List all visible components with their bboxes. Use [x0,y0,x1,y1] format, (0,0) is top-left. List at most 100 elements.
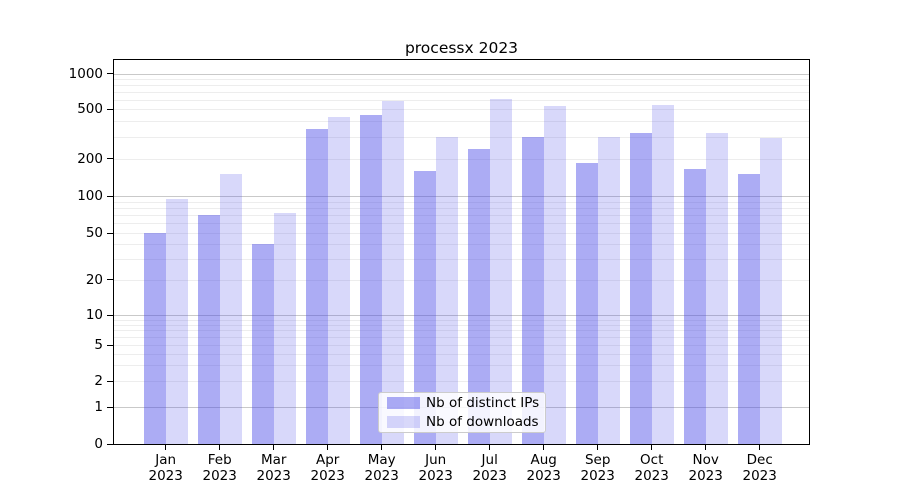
x-axis-tick [435,445,437,450]
y-axis-tick [107,406,113,408]
x-tick-year: 2023 [148,468,183,484]
x-tick-label: Mar 2023 [242,452,306,484]
y-axis-tick [107,73,113,75]
x-tick-label: Jun 2023 [404,452,468,484]
x-tick-year: 2023 [580,468,615,484]
minor-gridline [114,244,809,246]
bar-jun-distinct-ips [413,170,436,445]
minor-gridline [114,319,809,321]
bar-may-downloads [381,100,404,445]
major-gridline [114,315,809,316]
bar-feb-downloads [219,174,242,445]
x-tick-year: 2023 [202,468,237,484]
minor-gridline [114,279,809,281]
x-tick-label: Jul 2023 [458,452,522,484]
y-tick-label: 200 [77,150,103,167]
x-tick-month: Dec [746,452,773,468]
x-tick-year: 2023 [472,468,507,484]
y-tick-label: 1000 [68,65,103,82]
major-gridline [114,196,809,197]
minor-gridline [114,337,809,339]
bar-sep-downloads [597,136,620,445]
x-tick-month: Sep [584,452,611,468]
x-axis-tick [327,445,329,450]
x-axis-tick [381,445,383,450]
x-tick-year: 2023 [256,468,291,484]
x-tick-label: Aug 2023 [512,452,576,484]
x-tick-year: 2023 [418,468,453,484]
bar-oct-downloads [651,105,674,445]
x-tick-year: 2023 [634,468,669,484]
x-axis-tick [273,445,275,450]
y-tick-label: 5 [94,337,103,353]
x-tick-month: May [367,452,396,468]
y-axis-tick [107,314,113,316]
y-axis-tick [107,344,113,346]
x-axis-tick [651,445,653,450]
y-axis-tick [107,108,113,110]
x-tick-year: 2023 [364,468,399,484]
bar-may-distinct-ips [359,114,382,445]
bar-sep-distinct-ips [575,162,598,445]
minor-gridline [114,215,809,217]
y-axis-tick [107,158,113,160]
minor-gridline [114,207,809,209]
minor-gridline [114,345,809,346]
legend-swatch-downloads-icon [387,415,420,428]
minor-gridline [114,158,809,160]
x-tick-month: Nov [692,452,719,468]
minor-gridline [114,233,809,234]
chart-title: processx 2023 [404,39,519,57]
bar-aug-downloads [543,105,566,445]
legend-label-downloads: Nb of downloads [426,413,539,430]
minor-gridline [114,365,809,367]
y-axis-tick [107,279,113,281]
x-tick-label: Nov 2023 [674,452,738,484]
x-tick-month: Jun [425,452,447,468]
legend-swatch-distinct-ips-icon [387,397,420,410]
y-tick-label: 100 [77,188,103,204]
minor-gridline [114,136,809,138]
y-tick-label: 2 [94,373,103,389]
bar-nov-downloads [705,133,728,445]
minor-gridline [114,84,809,86]
minor-gridline [114,330,809,332]
x-axis-tick [705,445,707,450]
x-tick-month: Feb [207,452,232,468]
x-tick-label: Feb 2023 [188,452,252,484]
y-axis-tick [107,380,113,382]
bar-aug-distinct-ips [521,136,544,445]
bar-apr-distinct-ips [305,129,328,445]
bar-jul-distinct-ips [467,148,490,445]
legend-label-distinct-ips: Nb of distinct IPs [426,395,540,412]
bar-dec-downloads [759,138,782,445]
y-axis-tick [107,232,113,234]
minor-gridline [114,109,809,110]
y-tick-label: 20 [85,271,103,288]
minor-gridline [114,353,809,355]
x-tick-year: 2023 [742,468,777,484]
y-axis-tick [107,195,113,197]
x-tick-month: Jan [155,452,177,468]
y-tick-label: 1 [94,399,103,415]
x-tick-month: Oct [640,452,664,468]
bar-apr-downloads [327,117,350,445]
x-tick-label: Jan 2023 [134,452,198,484]
bar-oct-distinct-ips [629,133,652,445]
bar-nov-distinct-ips [683,168,706,445]
bar-feb-distinct-ips [197,215,220,445]
x-axis-tick [165,445,167,450]
minor-gridline [114,121,809,123]
x-axis-tick [219,445,221,450]
bar-jan-distinct-ips [143,233,166,445]
x-tick-month: Apr [316,452,340,468]
y-tick-label: 50 [85,225,103,241]
y-tick-label: 0 [94,436,103,453]
legend-row-distinct-ips: Nb of distinct IPs [379,395,545,411]
legend: Nb of distinct IPs Nb of downloads [378,392,546,433]
minor-gridline [114,258,809,260]
x-tick-year: 2023 [688,468,723,484]
